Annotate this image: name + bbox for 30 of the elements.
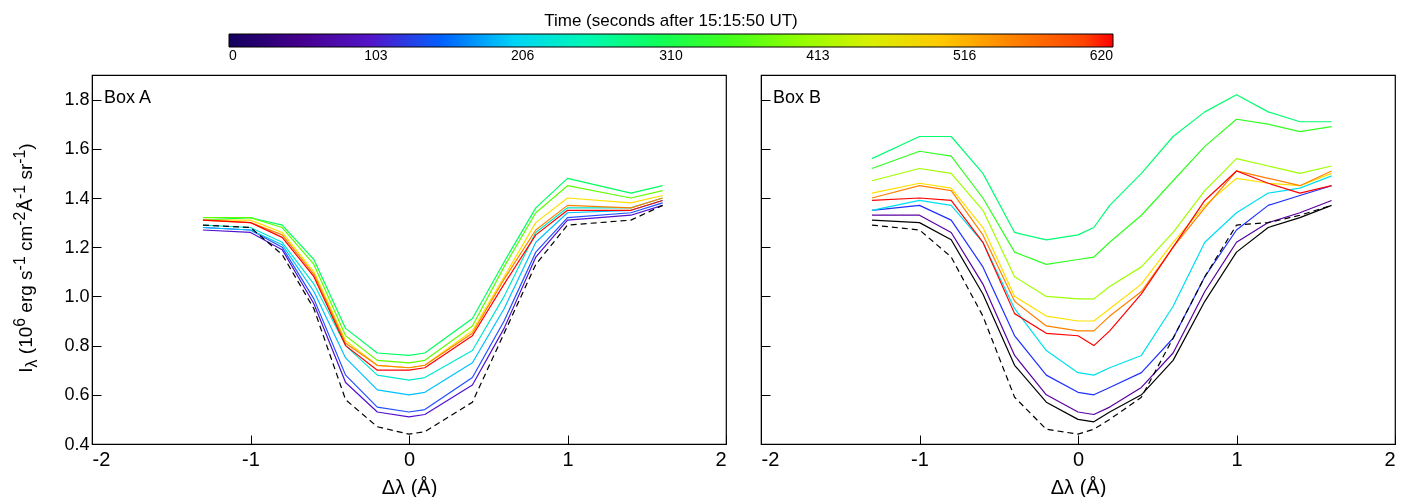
- x-tick-label: 2: [715, 447, 727, 470]
- color-bar-label: 620: [1089, 47, 1114, 63]
- y-tick-label: 0.6: [64, 384, 90, 405]
- annotation: Box B: [773, 87, 822, 107]
- x-tick-label: 1: [1231, 447, 1243, 470]
- annotation: Box A: [104, 87, 152, 107]
- x-tick-label: -1: [911, 447, 929, 470]
- y-tick-label: 0.4: [64, 433, 90, 454]
- y-tick-label: 1.6: [64, 138, 90, 159]
- x-tick-label: -2: [92, 447, 111, 470]
- x-axis-title: Δλ (Å): [1050, 475, 1107, 497]
- y-tick-label: 0.8: [64, 335, 90, 356]
- color-bar-title: Time (seconds after 15:15:50 UT): [544, 11, 798, 30]
- x-axis-title: Δλ (Å): [381, 475, 438, 497]
- color-bar-label: 206: [511, 47, 535, 63]
- y-tick-label: 1.8: [64, 89, 90, 110]
- x-tick-label: 0: [403, 447, 416, 470]
- x-tick-label: -2: [761, 447, 780, 470]
- color-bar-label: 103: [364, 47, 388, 63]
- color-bar-label: 310: [659, 47, 683, 63]
- color-bar-label: 413: [806, 47, 830, 63]
- y-tick-label: 1.2: [64, 236, 90, 257]
- x-tick-label: -1: [242, 447, 260, 470]
- y-tick-label: 1.0: [64, 285, 90, 306]
- color-bar-label: 516: [953, 47, 977, 63]
- y-tick-label: 1.4: [64, 187, 90, 208]
- color-bar-label: 0: [229, 47, 237, 63]
- x-tick-label: 0: [1072, 447, 1085, 470]
- x-tick-label: 2: [1384, 447, 1396, 470]
- x-tick-label: 1: [562, 447, 574, 470]
